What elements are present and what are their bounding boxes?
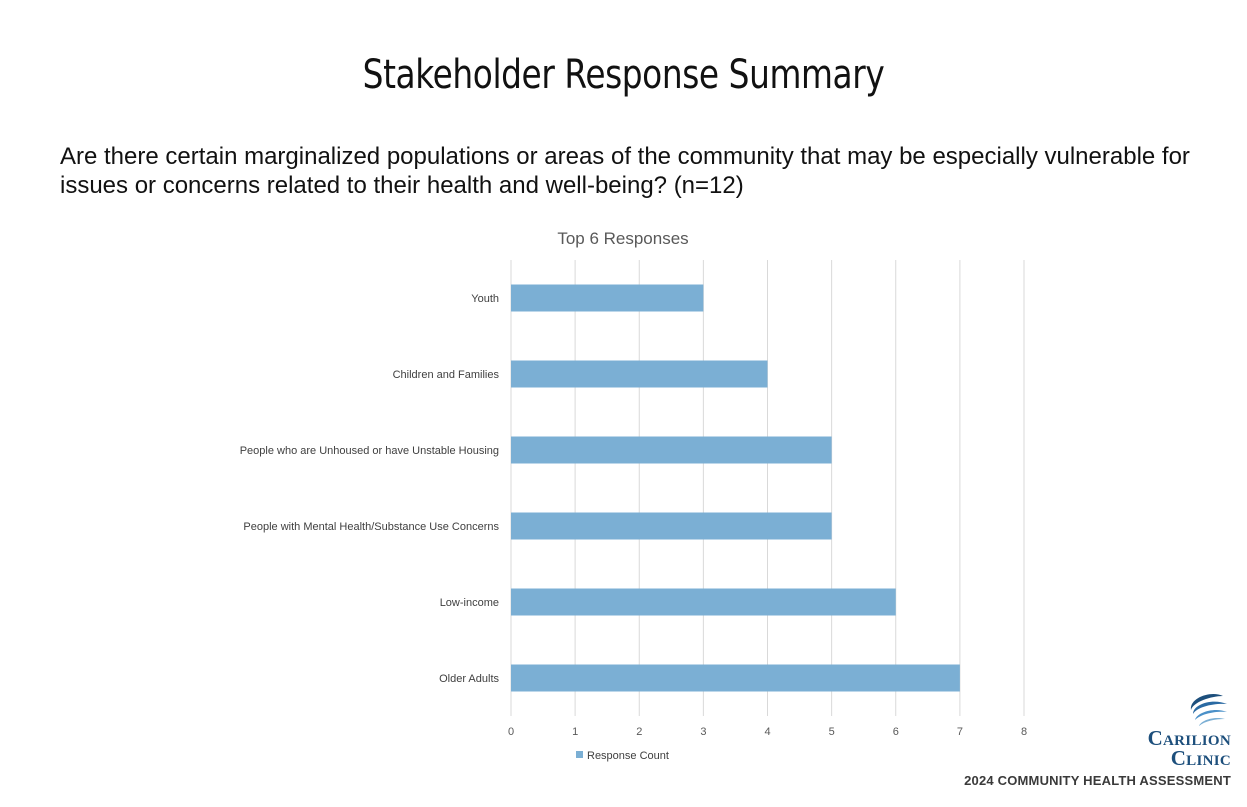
x-tick-label: 6 xyxy=(893,726,899,738)
logo-text: Carilion Clinic xyxy=(1147,726,1231,770)
category-label: Youth xyxy=(471,293,499,305)
footer-text: 2024 COMMUNITY HEALTH ASSESSMENT xyxy=(964,773,1231,788)
legend-swatch xyxy=(576,751,583,758)
survey-question: Are there certain marginalized populatio… xyxy=(60,143,1190,199)
category-label: Children and Families xyxy=(393,369,500,381)
category-label: Low-income xyxy=(440,597,499,609)
x-tick-label: 2 xyxy=(636,726,642,738)
legend-label: Response Count xyxy=(587,750,669,762)
bars xyxy=(511,284,960,692)
x-tick-label: 1 xyxy=(572,726,578,738)
legend: Response Count xyxy=(576,750,669,762)
x-tick-labels: 0 1 2 3 4 5 6 7 8 xyxy=(508,726,1027,738)
page-title: Stakeholder Response Summary xyxy=(362,52,885,98)
bar xyxy=(511,360,768,388)
x-tick-label: 7 xyxy=(957,726,963,738)
category-label: People with Mental Health/Substance Use … xyxy=(243,521,499,533)
carilion-clinic-logo: Carilion Clinic xyxy=(1147,692,1231,770)
x-tick-label: 0 xyxy=(508,726,514,738)
x-tick-label: 8 xyxy=(1021,726,1027,738)
gridlines xyxy=(510,260,1025,716)
bar xyxy=(511,512,832,540)
category-labels: Youth Children and Families People who are… xyxy=(240,293,500,685)
bar xyxy=(511,588,896,616)
logo-swoosh-icon xyxy=(1190,693,1227,726)
bar xyxy=(511,284,704,312)
category-label: Older Adults xyxy=(439,673,499,685)
x-tick-label: 3 xyxy=(700,726,706,738)
x-tick-label: 5 xyxy=(829,726,835,738)
category-label: People who are Unhoused or have Unstable… xyxy=(240,445,499,457)
chart-title: Top 6 Responses xyxy=(557,229,688,248)
bar xyxy=(511,664,960,692)
bar xyxy=(511,436,832,464)
x-tick-label: 4 xyxy=(764,726,770,738)
